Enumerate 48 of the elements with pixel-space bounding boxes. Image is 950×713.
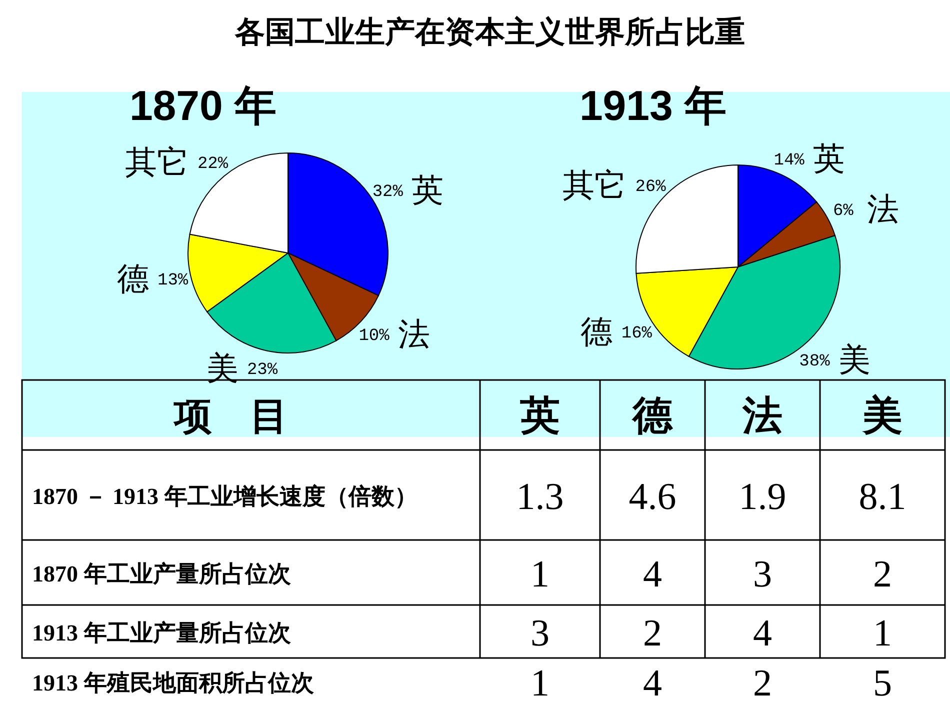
data-label: 3 (530, 612, 550, 654)
y-tick-label: 1870 － 1913 年工业增长速度（倍数） (32, 483, 418, 509)
slice-label: 德 (580, 313, 613, 350)
data-label: 1 (530, 554, 550, 596)
chart-subtitle: 1913 年 (579, 82, 727, 129)
slice-label: 美 (206, 350, 238, 386)
data-label: 1.9 (738, 476, 786, 518)
x-tick-label: 德 (632, 393, 674, 438)
data-label: 8.1 (858, 476, 906, 518)
x-tick-label: 法 (742, 393, 782, 438)
data-label: 2 (753, 662, 772, 704)
data-label: 1.3 (516, 476, 564, 518)
slice-label: 其它 (124, 144, 189, 180)
data-label: 26% (635, 178, 667, 197)
x-tick-label: 美 (862, 393, 902, 438)
data-label: 14% (774, 151, 806, 170)
data-label: 1 (873, 612, 892, 654)
data-label: 2 (873, 554, 892, 596)
y-tick-label: 1913 年工业产量所占位次 (32, 620, 292, 646)
data-label: 4 (643, 662, 662, 704)
data-label: 4 (753, 612, 772, 654)
x-tick-label: 英 (519, 393, 560, 438)
chart-title: 各国工业生产在资本主义世界所占比重 (234, 15, 745, 49)
y-axis-title: 项 目 (173, 396, 288, 438)
slice-label: 英 (813, 140, 846, 176)
data-label: 22% (197, 155, 229, 174)
slice-label: 法 (398, 316, 430, 352)
data-label: 6% (832, 202, 854, 222)
data-label: 23% (246, 361, 278, 380)
y-tick-label: 1913 年殖民地面积所占位次 (32, 670, 315, 696)
data-label: 4.6 (628, 476, 676, 518)
y-tick-label: 1870 年工业产量所占位次 (32, 562, 292, 586)
slice-label: 美 (838, 341, 870, 378)
data-label: 38% (799, 352, 831, 372)
data-label: 32% (372, 182, 404, 202)
data-label: 1 (530, 662, 550, 704)
chart-subtitle: 1870 年 (129, 82, 277, 129)
data-label: 10% (358, 326, 390, 346)
slice-label: 法 (867, 191, 900, 228)
data-label: 16% (621, 324, 653, 344)
data-label: 13% (158, 272, 189, 291)
data-label: 4 (643, 554, 662, 596)
slice-label: 其它 (562, 166, 627, 203)
data-label: 5 (873, 662, 892, 704)
data-label: 3 (753, 554, 772, 596)
slice-label: 英 (412, 172, 444, 208)
slice-label: 德 (116, 260, 149, 297)
data-label: 2 (643, 612, 662, 654)
